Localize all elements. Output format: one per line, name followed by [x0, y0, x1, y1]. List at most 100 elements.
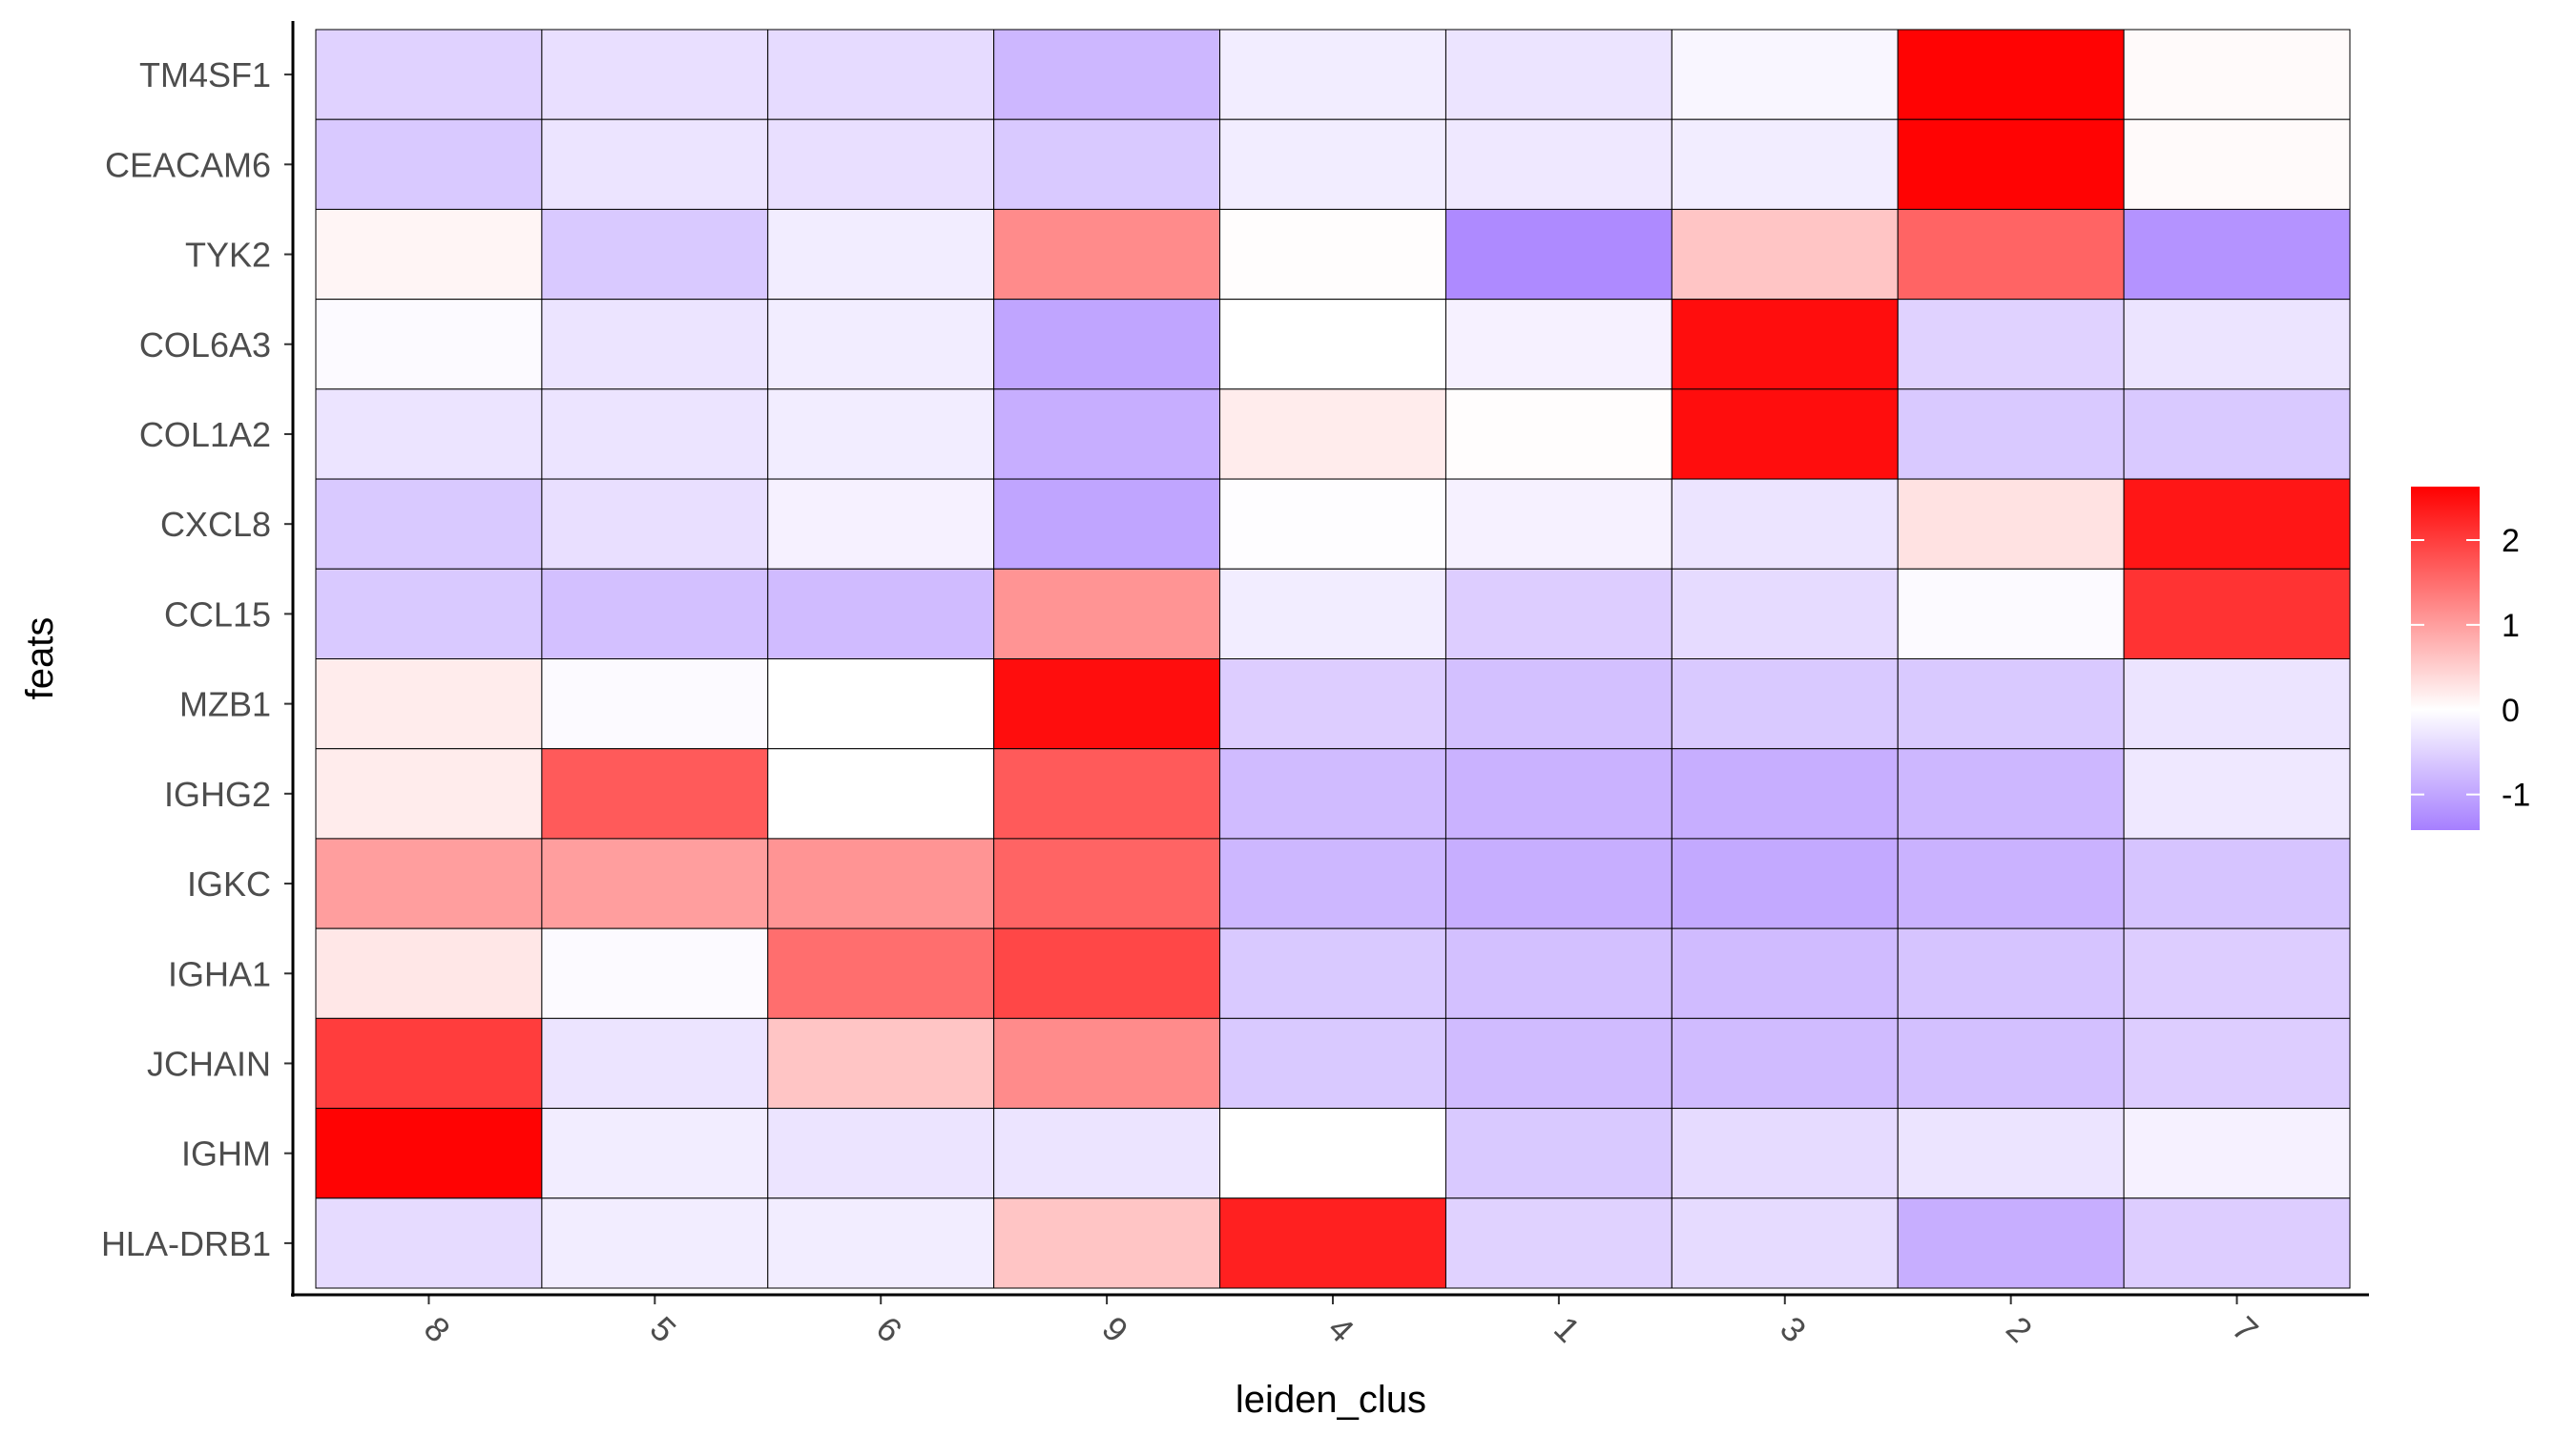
heatmap-cell: [2123, 478, 2351, 570]
heatmap-cell: [1671, 568, 1899, 659]
heatmap-cell: [541, 927, 769, 1019]
heatmap-cell: [993, 299, 1221, 390]
heatmap-cell: [1219, 118, 1446, 210]
legend-tick-label: -1: [2502, 778, 2530, 814]
x-tick-label: 1: [1547, 1309, 1588, 1350]
y-tick-label: TM4SF1: [139, 55, 271, 94]
heatmap-cell: [767, 29, 995, 120]
heatmap-cell: [1444, 118, 1672, 210]
heatmap-cell: [2123, 1197, 2351, 1289]
heatmap-cell: [541, 748, 769, 840]
x-tick-label: 6: [868, 1309, 909, 1350]
heatmap-cell: [1219, 658, 1446, 750]
heatmap-cell: [1671, 1197, 1899, 1289]
heatmap-cell: [993, 748, 1221, 840]
legend-tick-label: 0: [2502, 693, 2520, 729]
heatmap-cell: [1897, 29, 2125, 120]
y-tick-label: HLA-DRB1: [101, 1224, 271, 1263]
y-tick-label: TYK2: [185, 236, 271, 275]
heatmap-cell: [1444, 568, 1672, 659]
heatmap-cell: [315, 29, 543, 120]
heatmap-cell: [993, 208, 1221, 301]
heatmap-cell: [541, 29, 769, 120]
y-tick-label: CXCL8: [160, 505, 271, 544]
heatmap-cell: [1897, 658, 2125, 750]
heatmap-cell: [1671, 927, 1899, 1019]
heatmap-cell: [1897, 208, 2125, 301]
heatmap-cell: [993, 388, 1221, 480]
heatmap-cell: [1897, 478, 2125, 570]
y-tick-label: MZB1: [179, 685, 271, 724]
heatmap-cell: [767, 568, 995, 659]
heatmap-cell: [315, 118, 543, 210]
heatmap-cell: [2123, 838, 2351, 929]
heatmap-cell: [2123, 748, 2351, 840]
heatmap-cell: [1897, 388, 2125, 480]
heatmap-cell: [767, 838, 995, 929]
heatmap-cell: [1444, 388, 1672, 480]
heatmap-cell: [315, 748, 543, 840]
heatmap-cell: [315, 1108, 543, 1199]
heatmap-cell: [1444, 208, 1672, 301]
y-tick-label: IGHA1: [168, 954, 271, 993]
heatmap-cell: [2123, 927, 2351, 1019]
heatmap-cell: [541, 568, 769, 659]
heatmap-cell: [1219, 388, 1446, 480]
heatmap-cell: [1671, 118, 1899, 210]
heatmap-cell: [2123, 1017, 2351, 1110]
heatmap-cell: [1219, 748, 1446, 840]
heatmap-cell: [767, 118, 995, 210]
legend-tick-label: 2: [2502, 523, 2520, 559]
heatmap-cell: [2123, 1108, 2351, 1199]
heatmap-cell: [1444, 1197, 1672, 1289]
heatmap-cell: [2123, 388, 2351, 480]
heatmap-cell: [1671, 1017, 1899, 1110]
heatmap-cell: [993, 1017, 1221, 1110]
heatmap-cell: [1219, 1017, 1446, 1110]
y-tick-label: COL1A2: [139, 415, 271, 454]
heatmap-cell: [1897, 568, 2125, 659]
heatmap-cell: [1897, 1108, 2125, 1199]
heatmap-cell: [1219, 927, 1446, 1019]
heatmap-cell: [1444, 927, 1672, 1019]
heatmap-cell: [993, 478, 1221, 570]
x-tick-labels: 8 5 6 9 4 1 3 2 7: [417, 1295, 2266, 1350]
heatmap-cell: [1671, 838, 1899, 929]
heatmap-cell: [2123, 118, 2351, 210]
heatmap-cell: [1671, 748, 1899, 840]
heatmap-cell: [1444, 1108, 1672, 1199]
heatmap-cell: [767, 299, 995, 390]
heatmap-cell: [315, 658, 543, 750]
heatmap-cell: [767, 208, 995, 301]
heatmap-cell: [541, 838, 769, 929]
heatmap-cell: [541, 658, 769, 750]
heatmap-cell: [767, 1197, 995, 1289]
heatmap-cell: [1444, 658, 1672, 750]
y-tick-label: IGHG2: [164, 775, 271, 814]
heatmap-cell: [541, 208, 769, 301]
heatmap-cell: [767, 658, 995, 750]
heatmap-cell: [315, 388, 543, 480]
heatmap-cell: [541, 118, 769, 210]
heatmap-cell: [1219, 299, 1446, 390]
heatmap-cell: [541, 388, 769, 480]
heatmap-cell: [1444, 478, 1672, 570]
heatmap-cell: [1897, 1017, 2125, 1110]
heatmap-cell: [1897, 299, 2125, 390]
heatmap-cell: [1444, 838, 1672, 929]
heatmap-cell: [1897, 748, 2125, 840]
heatmap-cell: [993, 118, 1221, 210]
heatmap-cell: [1219, 838, 1446, 929]
heatmap-cell: [993, 1108, 1221, 1199]
heatmap-cell: [1219, 29, 1446, 120]
heatmap-cell: [767, 748, 995, 840]
heatmap-cell: [1897, 838, 2125, 929]
heatmap-cell: [993, 927, 1221, 1019]
heatmap-cell: [315, 208, 543, 301]
heatmap-cell: [2123, 208, 2351, 301]
y-tick-label: COL6A3: [139, 325, 271, 364]
heatmap-cell: [315, 568, 543, 659]
heatmap-cell: [315, 927, 543, 1019]
heatmap-cell: [1444, 29, 1672, 120]
x-tick-label: 7: [2225, 1309, 2266, 1350]
